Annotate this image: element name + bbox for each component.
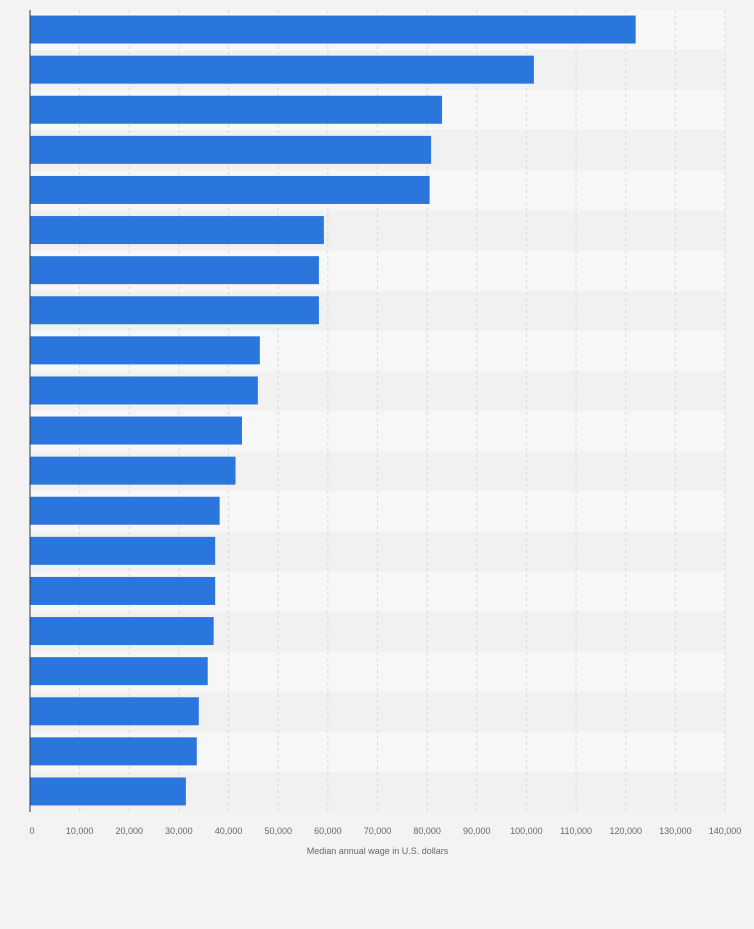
x-axis-title: Median annual wage in U.S. dollars xyxy=(307,846,449,856)
bar[interactable] xyxy=(30,135,432,164)
bars xyxy=(30,15,636,806)
x-tick-label: 40,000 xyxy=(215,826,243,836)
x-tick-label: 50,000 xyxy=(264,826,292,836)
bar[interactable] xyxy=(30,216,324,245)
bar[interactable] xyxy=(30,416,242,445)
bar[interactable] xyxy=(30,175,430,204)
x-tick-label: 70,000 xyxy=(364,826,392,836)
bar[interactable] xyxy=(30,256,319,285)
x-tick-label: 140,000 xyxy=(709,826,742,836)
bar[interactable] xyxy=(30,456,236,485)
bar[interactable] xyxy=(30,777,186,806)
x-tick-label: 100,000 xyxy=(510,826,543,836)
bar[interactable] xyxy=(30,95,443,124)
x-tick-label: 110,000 xyxy=(560,826,592,836)
bar[interactable] xyxy=(30,296,319,325)
bar[interactable] xyxy=(30,496,220,525)
x-axis-ticks: 0 10,000 20,000 30,000 40,000 50,000 60,000 70,… xyxy=(29,826,741,836)
bar[interactable] xyxy=(30,617,214,646)
x-tick-label: 130,000 xyxy=(659,826,692,836)
x-tick-label: 20,000 xyxy=(116,826,144,836)
x-tick-label: 90,000 xyxy=(463,826,491,836)
bar[interactable] xyxy=(30,55,534,84)
x-tick-label: 10,000 xyxy=(66,826,94,836)
x-tick-label: 80,000 xyxy=(413,826,441,836)
x-tick-label: 30,000 xyxy=(165,826,193,836)
bar[interactable] xyxy=(30,697,199,726)
bar[interactable] xyxy=(30,737,197,766)
bar[interactable] xyxy=(30,576,216,605)
bar[interactable] xyxy=(30,657,208,686)
x-tick-label: 0 xyxy=(29,826,34,836)
bar[interactable] xyxy=(30,336,260,365)
x-tick-label: 60,000 xyxy=(314,826,342,836)
bar[interactable] xyxy=(30,15,636,44)
bar[interactable] xyxy=(30,536,216,565)
bar[interactable] xyxy=(30,376,258,405)
x-tick-label: 120,000 xyxy=(609,826,642,836)
